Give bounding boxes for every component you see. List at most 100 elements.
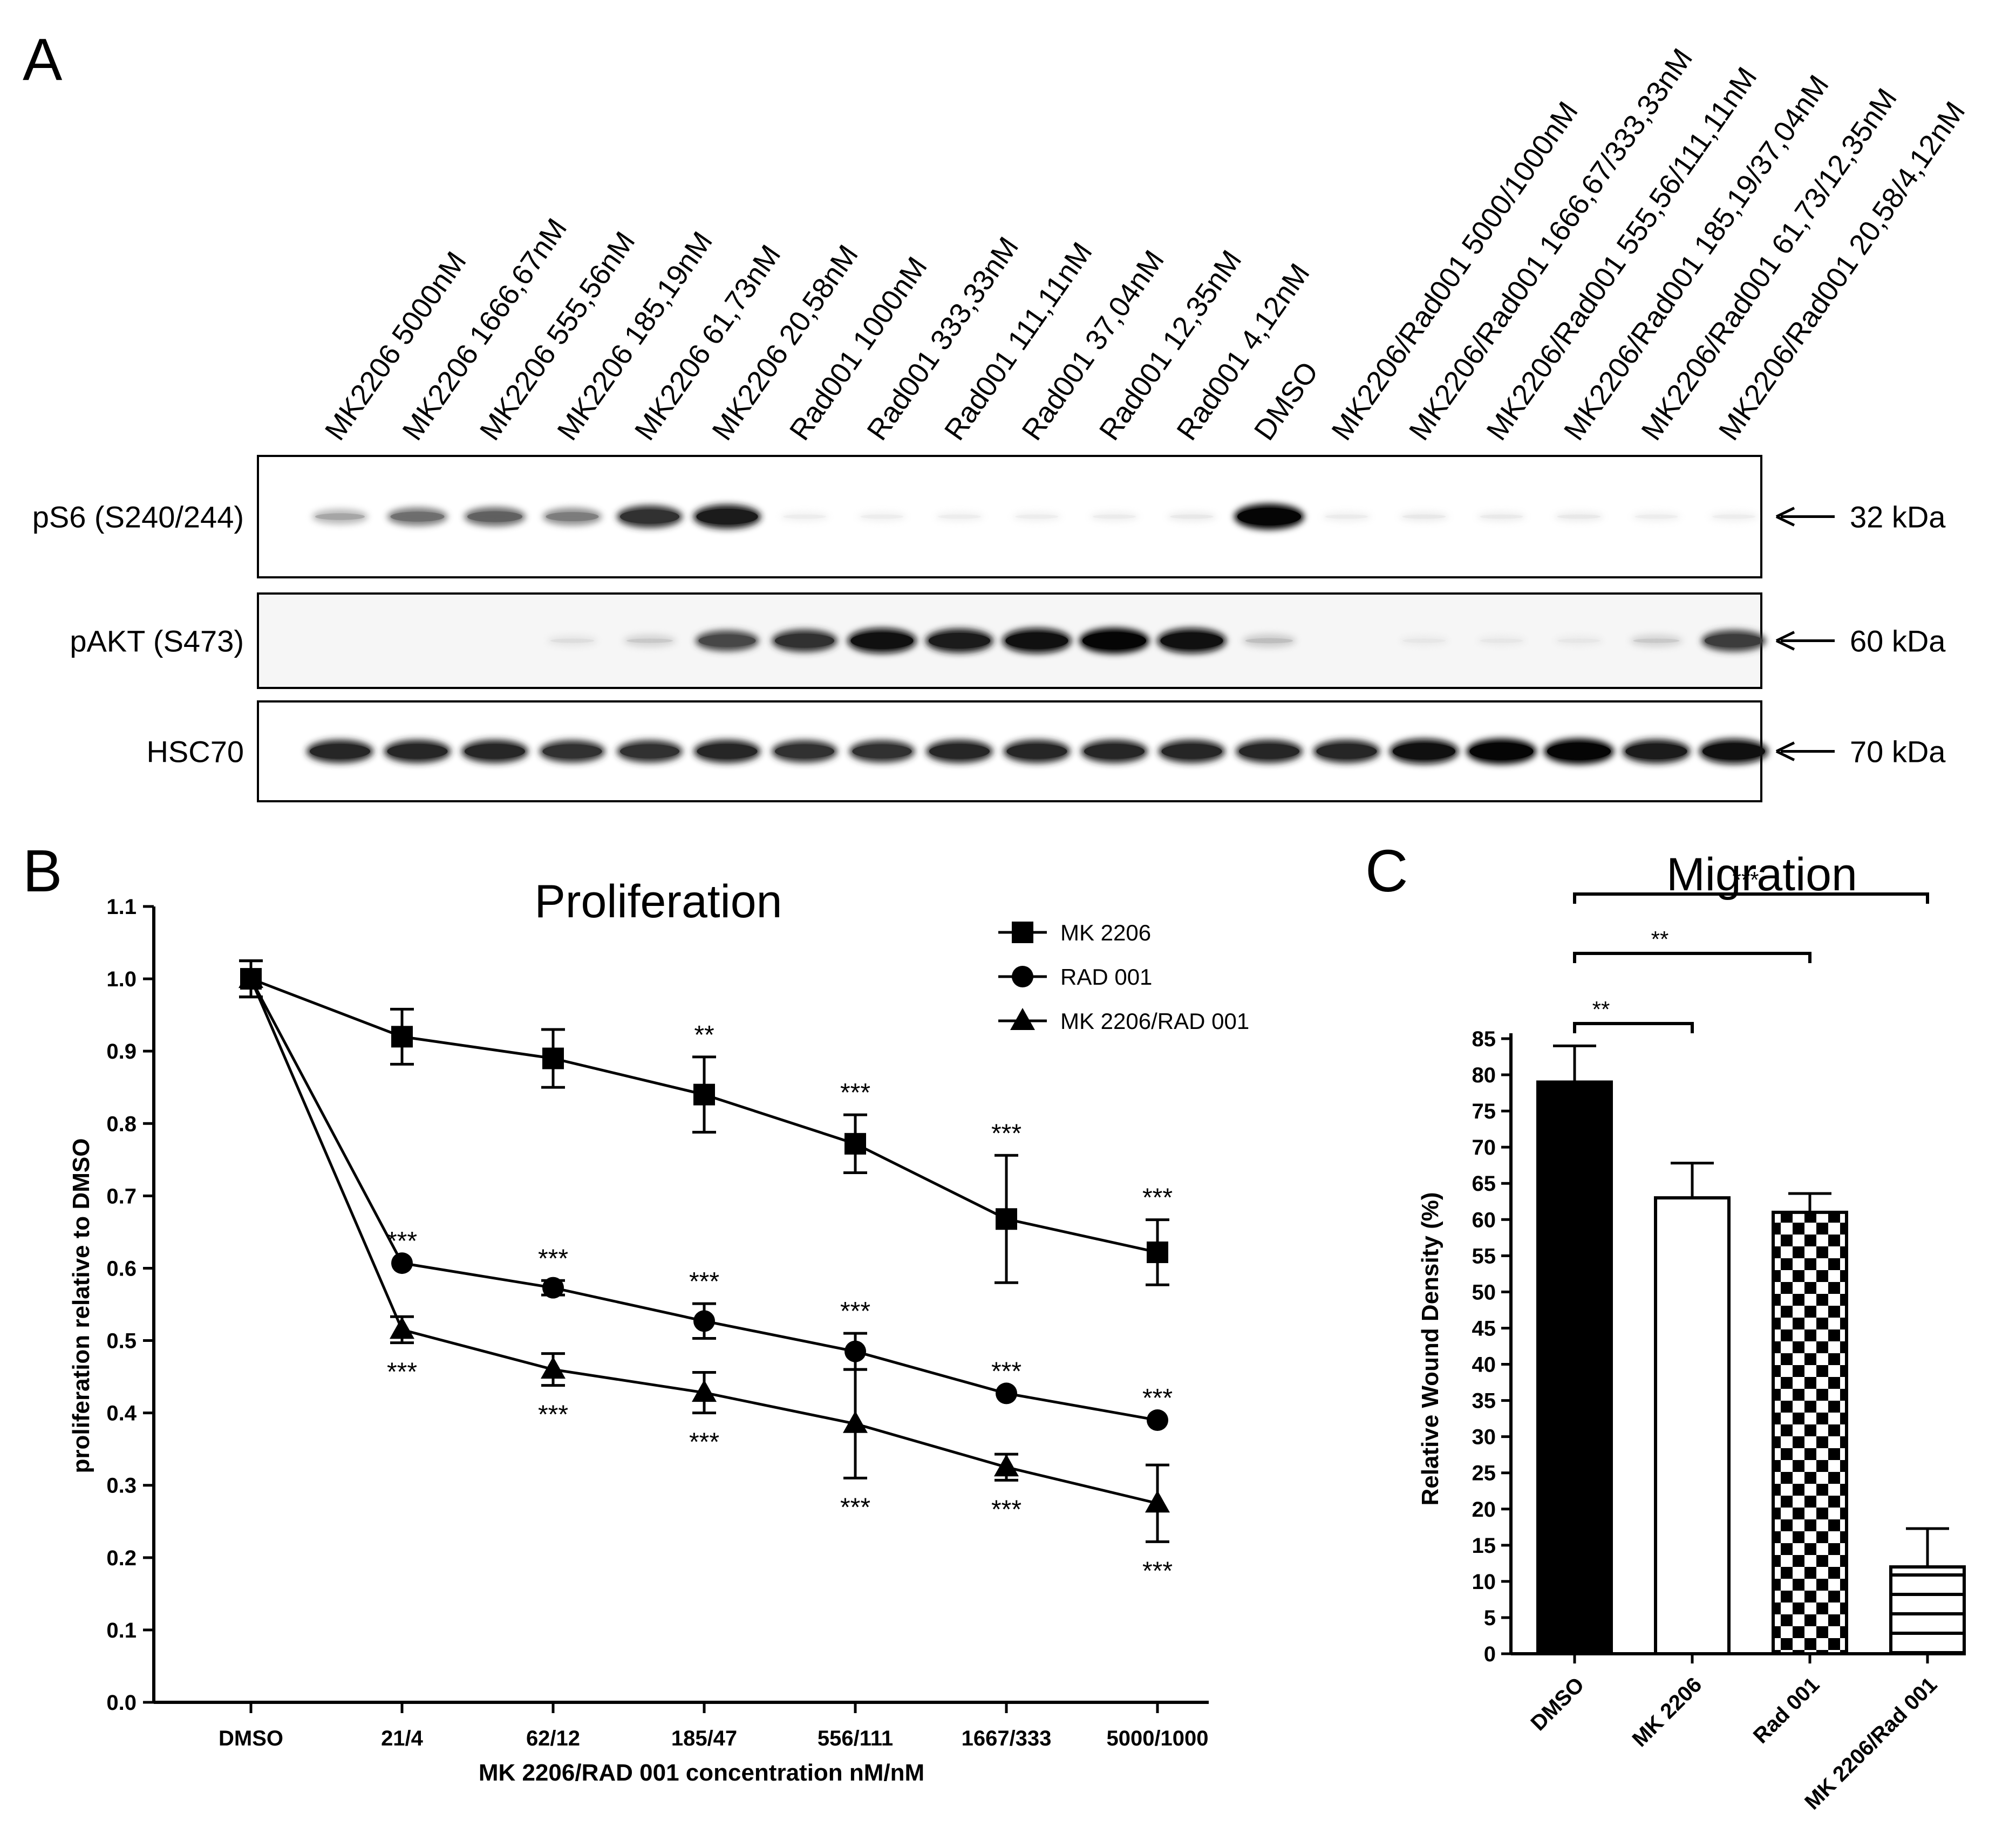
marker-triangle bbox=[239, 966, 263, 988]
blot-band-core bbox=[1702, 743, 1765, 760]
blot-band bbox=[1399, 635, 1449, 646]
y-tick-label: 5 bbox=[1484, 1606, 1496, 1630]
blot-band-core bbox=[1006, 744, 1067, 759]
y-axis-label: proliferation relative to DMSO bbox=[68, 1138, 94, 1474]
blot-band-core bbox=[698, 635, 756, 647]
marker-triangle bbox=[994, 1454, 1019, 1477]
marker-circle bbox=[844, 1340, 866, 1362]
lane-label: Rad001 37,04nM bbox=[1016, 244, 1170, 446]
marker-square bbox=[1012, 922, 1033, 943]
blot-band-core bbox=[1084, 744, 1145, 759]
blot-band-core bbox=[315, 513, 365, 520]
significance-label: *** bbox=[387, 1227, 417, 1256]
blot-band-core bbox=[1237, 508, 1301, 526]
bar bbox=[1889, 1565, 1966, 1656]
y-tick-label: 0.0 bbox=[106, 1691, 137, 1715]
blot-band-core bbox=[929, 633, 990, 649]
blot-band bbox=[857, 511, 907, 522]
panel-label-b: B bbox=[23, 838, 62, 904]
significance-label: *** bbox=[840, 1079, 870, 1107]
blot-band-core bbox=[1402, 514, 1446, 519]
y-tick-label: 80 bbox=[1472, 1063, 1496, 1087]
blot-band-core bbox=[1634, 514, 1678, 519]
x-tick-label: 1667/333 bbox=[962, 1727, 1052, 1750]
marker-triangle bbox=[541, 1356, 566, 1379]
y-tick-label: 30 bbox=[1472, 1426, 1496, 1449]
significance-label: *** bbox=[991, 1357, 1021, 1386]
blot-band bbox=[1476, 635, 1527, 646]
blot-band-core bbox=[620, 509, 679, 524]
significance-label: *** bbox=[387, 1358, 417, 1387]
y-tick-label: 0.6 bbox=[106, 1257, 137, 1280]
y-tick-label: 1.0 bbox=[106, 967, 137, 991]
significance-label: ** bbox=[1592, 997, 1610, 1022]
significance-label: *** bbox=[689, 1267, 719, 1296]
marker-triangle bbox=[692, 1380, 717, 1402]
marker-triangle bbox=[1145, 1490, 1170, 1513]
y-tick-label: 0.4 bbox=[106, 1402, 137, 1426]
lane-label: MK2206 5000nM bbox=[319, 246, 473, 446]
blot-band-core bbox=[1161, 744, 1222, 759]
blot-band-core bbox=[1625, 744, 1687, 759]
bar bbox=[1536, 1080, 1613, 1655]
legend-label: RAD 001 bbox=[1060, 964, 1152, 990]
y-tick-label: 20 bbox=[1472, 1498, 1496, 1522]
lane-label: Rad001 12,35nM bbox=[1093, 244, 1248, 446]
blot-band-core bbox=[1093, 514, 1136, 519]
y-tick-label: 85 bbox=[1472, 1027, 1496, 1051]
lane-label: MK2206 61,73nM bbox=[629, 239, 787, 446]
x-tick-label: 556/111 bbox=[818, 1727, 893, 1750]
marker-square bbox=[1147, 1241, 1168, 1263]
marker-circle bbox=[391, 1252, 413, 1274]
y-tick-label: 55 bbox=[1472, 1244, 1496, 1268]
y-tick-label: 0 bbox=[1484, 1642, 1496, 1666]
blot-band-core bbox=[1082, 632, 1146, 650]
marker-triangle bbox=[1010, 1008, 1035, 1030]
blot-band-core bbox=[697, 744, 758, 759]
blot-band-core bbox=[310, 744, 370, 759]
blot-band-core bbox=[467, 511, 522, 522]
x-axis-label: MK 2206/RAD 001 concentration nM/nM bbox=[479, 1760, 924, 1786]
marker-square bbox=[391, 1026, 413, 1048]
y-tick-label: 45 bbox=[1472, 1317, 1496, 1340]
x-tick-label: 185/47 bbox=[671, 1727, 737, 1750]
size-marker: 70 kDa bbox=[1850, 735, 1946, 769]
arrow-head-icon bbox=[1775, 507, 1795, 527]
lane-label: MK2206 20,58nM bbox=[706, 239, 864, 446]
blot-band-core bbox=[620, 744, 679, 759]
blot-band-core bbox=[860, 514, 904, 519]
marker-square bbox=[996, 1208, 1017, 1230]
y-tick-label: 0.8 bbox=[106, 1112, 137, 1136]
significance-label: *** bbox=[840, 1493, 870, 1522]
marker-circle bbox=[1012, 966, 1033, 987]
blot-band bbox=[1399, 511, 1449, 522]
marker-square bbox=[844, 1133, 866, 1155]
blot-band-core bbox=[938, 514, 981, 519]
blot-band-core bbox=[1633, 638, 1680, 643]
lane-label: DMSO bbox=[1248, 356, 1325, 446]
y-tick-label: 0.3 bbox=[106, 1474, 137, 1498]
blot-band bbox=[935, 511, 984, 522]
blot-band-core bbox=[1547, 742, 1611, 760]
blot-label: HSC70 bbox=[146, 735, 244, 769]
y-tick-label: 15 bbox=[1472, 1534, 1496, 1558]
blot-band bbox=[1167, 511, 1217, 522]
x-tick-label: MK 2206 bbox=[1627, 1673, 1706, 1751]
blot-band-core bbox=[465, 744, 525, 759]
x-tick-label: 5000/1000 bbox=[1106, 1727, 1208, 1750]
x-tick-label: 21/4 bbox=[381, 1727, 424, 1750]
y-tick-label: 70 bbox=[1472, 1136, 1496, 1160]
significance-bracket bbox=[1573, 892, 1929, 904]
bar bbox=[1772, 1210, 1848, 1655]
y-tick-label: 60 bbox=[1472, 1208, 1496, 1232]
blot-band bbox=[547, 635, 598, 646]
blot-band bbox=[1242, 633, 1296, 648]
marker-square bbox=[542, 1047, 564, 1069]
significance-label: ** bbox=[1651, 926, 1669, 952]
marker-circle bbox=[996, 1382, 1017, 1404]
blot-band-core bbox=[696, 509, 758, 524]
significance-bracket bbox=[1573, 952, 1811, 963]
y-tick-label: 25 bbox=[1472, 1462, 1496, 1485]
x-tick-label: 62/12 bbox=[526, 1727, 580, 1750]
y-axis-label: Relative Wound Density (%) bbox=[1417, 1192, 1443, 1505]
